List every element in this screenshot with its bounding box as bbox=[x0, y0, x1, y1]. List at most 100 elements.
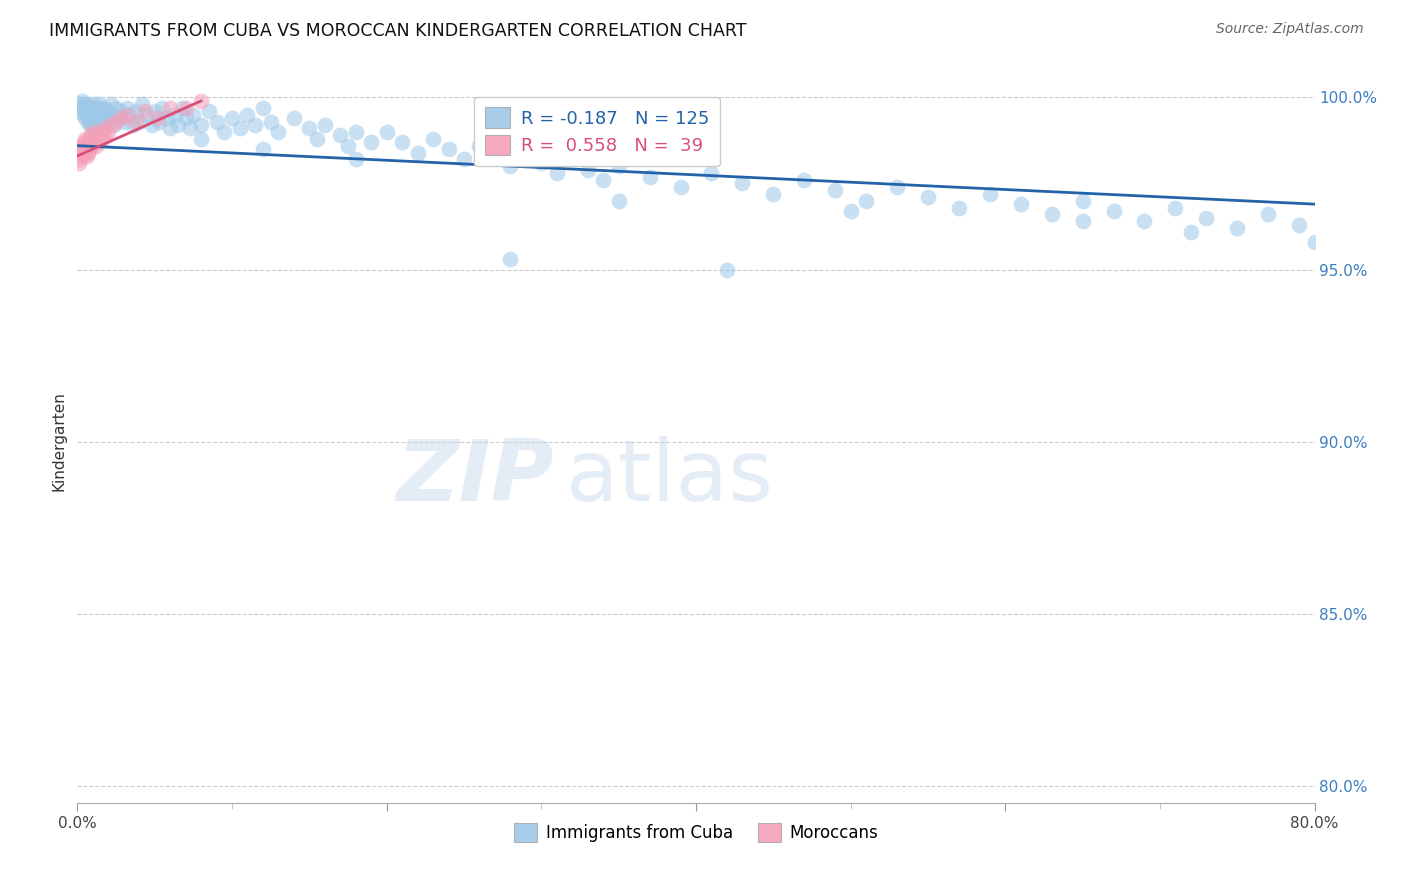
Point bbox=[375, 125, 398, 139]
Point bbox=[344, 125, 367, 139]
Point bbox=[94, 128, 117, 143]
Point bbox=[75, 142, 96, 156]
Point bbox=[468, 138, 491, 153]
Point bbox=[484, 149, 506, 163]
Point bbox=[122, 118, 145, 132]
Point bbox=[80, 128, 103, 143]
Point bbox=[93, 121, 115, 136]
Point bbox=[1010, 197, 1032, 211]
Point bbox=[79, 132, 101, 146]
Point bbox=[1164, 201, 1187, 215]
Point bbox=[1303, 235, 1326, 249]
Point bbox=[948, 201, 970, 215]
Point bbox=[360, 135, 382, 149]
Point bbox=[75, 132, 96, 146]
Point bbox=[1102, 204, 1125, 219]
Point bbox=[77, 145, 100, 160]
Point bbox=[84, 138, 107, 153]
Point bbox=[546, 166, 568, 180]
Point bbox=[77, 101, 100, 115]
Point bbox=[101, 108, 124, 122]
Point bbox=[77, 135, 100, 149]
Point bbox=[172, 101, 194, 115]
Point bbox=[159, 121, 181, 136]
Point bbox=[128, 114, 150, 128]
Point bbox=[70, 138, 93, 153]
Point bbox=[110, 111, 132, 125]
Point bbox=[167, 118, 190, 132]
Point bbox=[100, 118, 122, 132]
Point bbox=[94, 101, 117, 115]
Point bbox=[110, 104, 132, 119]
Point bbox=[762, 186, 785, 201]
Point bbox=[76, 149, 98, 163]
Point bbox=[82, 135, 104, 149]
Point bbox=[437, 142, 460, 156]
Point bbox=[93, 114, 115, 128]
Point bbox=[105, 114, 127, 128]
Point bbox=[530, 156, 553, 170]
Point bbox=[83, 132, 105, 146]
Point bbox=[131, 97, 153, 112]
Point bbox=[90, 125, 111, 139]
Point bbox=[115, 101, 138, 115]
Point bbox=[174, 111, 197, 125]
Point bbox=[80, 114, 103, 128]
Point bbox=[141, 118, 163, 132]
Point bbox=[228, 121, 252, 136]
Point bbox=[86, 104, 108, 119]
Point bbox=[1040, 207, 1063, 221]
Point bbox=[344, 153, 367, 167]
Point bbox=[329, 128, 352, 143]
Point bbox=[159, 101, 181, 115]
Point bbox=[79, 118, 101, 132]
Point bbox=[793, 173, 815, 187]
Point bbox=[118, 108, 141, 122]
Point bbox=[205, 114, 228, 128]
Text: atlas: atlas bbox=[567, 436, 775, 519]
Point bbox=[146, 111, 169, 125]
Point bbox=[252, 142, 274, 156]
Point bbox=[96, 111, 118, 125]
Point bbox=[174, 101, 197, 115]
Point bbox=[70, 149, 93, 163]
Point bbox=[198, 104, 221, 119]
Point bbox=[79, 104, 101, 119]
Point bbox=[163, 108, 186, 122]
Point bbox=[700, 166, 723, 180]
Point bbox=[91, 108, 114, 122]
Point bbox=[1133, 214, 1156, 228]
Point bbox=[824, 183, 846, 197]
Point bbox=[100, 97, 122, 112]
Point bbox=[499, 252, 522, 267]
Point bbox=[79, 142, 101, 156]
Point bbox=[125, 104, 148, 119]
Point bbox=[70, 94, 93, 108]
Point bbox=[83, 111, 105, 125]
Point bbox=[72, 97, 94, 112]
Text: IMMIGRANTS FROM CUBA VS MOROCCAN KINDERGARTEN CORRELATION CHART: IMMIGRANTS FROM CUBA VS MOROCCAN KINDERG… bbox=[49, 22, 747, 40]
Point bbox=[70, 101, 93, 115]
Point bbox=[1180, 225, 1202, 239]
Point bbox=[87, 135, 110, 149]
Point bbox=[499, 159, 522, 173]
Point bbox=[307, 132, 329, 146]
Point bbox=[76, 97, 98, 112]
Y-axis label: Kindergarten: Kindergarten bbox=[51, 392, 66, 491]
Point bbox=[69, 142, 91, 156]
Point bbox=[236, 108, 259, 122]
Point bbox=[97, 104, 120, 119]
Point bbox=[87, 111, 110, 125]
Point bbox=[80, 101, 103, 115]
Point bbox=[143, 104, 166, 119]
Point bbox=[75, 111, 96, 125]
Point bbox=[108, 111, 131, 125]
Point bbox=[83, 97, 105, 112]
Point bbox=[76, 108, 98, 122]
Point bbox=[82, 125, 104, 139]
Point bbox=[314, 118, 336, 132]
Point bbox=[72, 145, 94, 160]
Point bbox=[979, 186, 1001, 201]
Point bbox=[148, 114, 170, 128]
Point bbox=[260, 114, 283, 128]
